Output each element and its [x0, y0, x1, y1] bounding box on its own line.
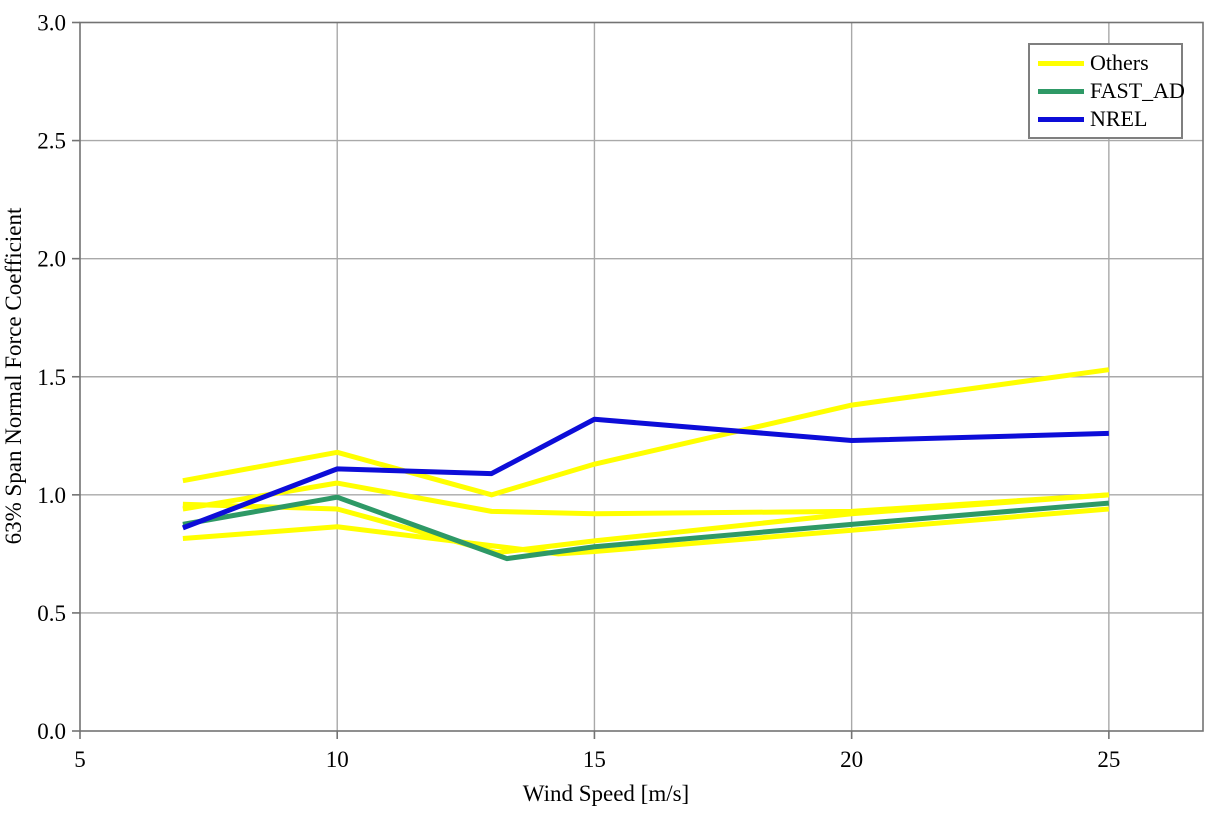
- legend: Others FAST_AD NREL: [1028, 43, 1185, 139]
- legend-entry-NREL: NREL: [1038, 108, 1177, 130]
- legend-swatch-FAST_AD: [1038, 88, 1084, 94]
- x-tick-label: 5: [74, 747, 86, 772]
- legend-label: Others: [1090, 50, 1149, 75]
- x-tick-label: 10: [326, 747, 349, 772]
- series-Others-4: [182, 506, 1110, 557]
- series-Others-3: [182, 492, 1110, 556]
- x-axis-title: Wind Speed [m/s]: [522, 781, 690, 806]
- series-FAST_AD: [182, 494, 1110, 562]
- x-tick-label: 20: [840, 747, 863, 772]
- legend-swatch-NREL: [1038, 116, 1084, 122]
- legend-label: FAST_AD: [1090, 78, 1185, 103]
- series-NREL: [181, 416, 1109, 531]
- series-Others-1: [182, 367, 1110, 498]
- y-tick-label: 0.0: [37, 719, 66, 744]
- legend-label: NREL: [1090, 106, 1148, 131]
- y-tick-label: 3.0: [37, 11, 66, 36]
- y-tick-label: 2.5: [37, 129, 66, 154]
- axis-ticks: [72, 21, 1110, 739]
- legend-entry-FAST_AD: FAST_AD: [1038, 80, 1185, 102]
- y-tick-label: 0.5: [37, 601, 66, 626]
- y-tick-label: 2.0: [37, 247, 66, 272]
- legend-swatch-Others: [1038, 60, 1084, 66]
- x-tick-label: 15: [583, 747, 606, 772]
- y-tick-label: 1.0: [37, 483, 66, 508]
- legend-entry-Others: Others: [1038, 52, 1177, 74]
- y-axis-title: 63% Span Normal Force Coefficient: [1, 207, 26, 545]
- y-tick-label: 1.5: [37, 365, 66, 390]
- tick-labels: 0.0 0.5 1.0 1.5 2.0 2.5 3.0 5 10 15 20 25: [37, 11, 1120, 773]
- x-tick-label: 25: [1097, 747, 1120, 772]
